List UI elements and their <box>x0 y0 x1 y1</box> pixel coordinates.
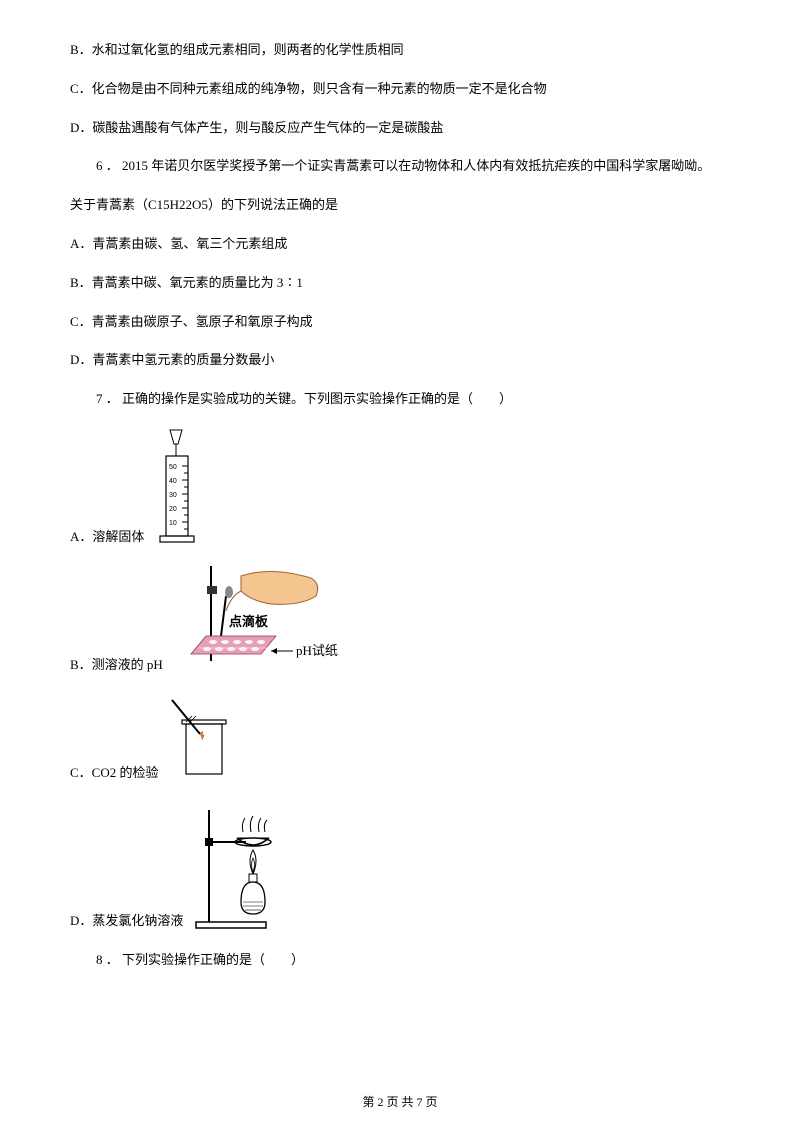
ph-paper-label: pH试纸 <box>296 643 338 658</box>
svg-text:30: 30 <box>169 492 177 499</box>
svg-text:50: 50 <box>169 464 177 471</box>
q7-opt-b-label: B．测溶液的 pH <box>70 655 163 676</box>
q6-opt-d: D．青蒿素中氢元素的质量分数最小 <box>70 350 730 371</box>
opt-d-q5: D．碳酸盐遇酸有气体产生，则与酸反应产生气体的一定是碳酸盐 <box>70 118 730 139</box>
opt-b-q5: B．水和过氧化氢的组成元素相同，则两者的化学性质相同 <box>70 40 730 61</box>
q7-opt-b-row: B．测溶液的 pH <box>70 566 730 676</box>
svg-text:10: 10 <box>169 520 177 527</box>
co2-figure <box>166 694 246 784</box>
q6-opt-c: C．青蒿素由碳原子、氢原子和氧原子构成 <box>70 312 730 333</box>
ph-figure: 点滴板 pH试纸 <box>171 566 341 676</box>
evaporation-figure <box>191 802 301 932</box>
q7-opt-a-row: A．溶解固体 50 40 30 20 10 <box>70 428 730 548</box>
q6-opt-b: B．青蒿素中碳、氧元素的质量比为 3∶1 <box>70 273 730 294</box>
q7-opt-d-row: D．蒸发氯化钠溶液 <box>70 802 730 932</box>
page-footer: 第 2 页 共 7 页 <box>0 1093 800 1112</box>
svg-text:40: 40 <box>169 478 177 485</box>
q7-opt-c-row: C．CO2 的检验 <box>70 694 730 784</box>
q7-stem: 7 ． 正确的操作是实验成功的关键。下列图示实验操作正确的是（ ） <box>70 389 730 410</box>
q7-opt-d-label: D．蒸发氯化钠溶液 <box>70 911 183 932</box>
opt-c-q5: C．化合物是由不同种元素组成的纯净物，则只含有一种元素的物质一定不是化合物 <box>70 79 730 100</box>
q7-opt-c-label: C．CO2 的检验 <box>70 763 158 784</box>
q6-stem-1: 6 ． 2015 年诺贝尔医学奖授予第一个证实青蒿素可以在动物体和人体内有效抵抗… <box>70 156 730 177</box>
spot-plate-label: 点滴板 <box>229 614 269 629</box>
q7-opt-a-label: A．溶解固体 <box>70 527 144 548</box>
svg-text:20: 20 <box>169 506 177 513</box>
q8-stem: 8 ． 下列实验操作正确的是（ ） <box>70 950 730 971</box>
cylinder-figure: 50 40 30 20 10 <box>152 428 212 548</box>
q6-stem-2: 关于青蒿素（C15H22O5）的下列说法正确的是 <box>70 195 730 216</box>
q6-opt-a: A．青蒿素由碳、氢、氧三个元素组成 <box>70 234 730 255</box>
